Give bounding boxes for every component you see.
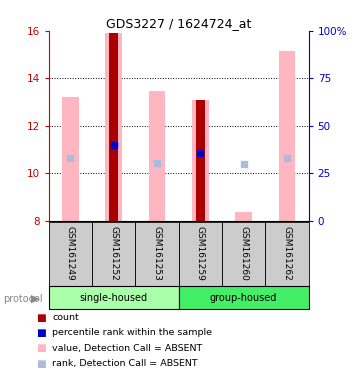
Text: ■: ■ <box>36 328 46 338</box>
Bar <box>265 222 309 286</box>
Bar <box>192 99 209 221</box>
Bar <box>49 286 179 309</box>
Bar <box>179 222 222 286</box>
Text: GSM161259: GSM161259 <box>196 227 205 281</box>
Bar <box>92 222 135 286</box>
Text: GSM161253: GSM161253 <box>153 227 161 281</box>
Text: GSM161249: GSM161249 <box>66 227 75 281</box>
Text: GSM161260: GSM161260 <box>239 227 248 281</box>
Bar <box>222 222 265 286</box>
Text: GSM161252: GSM161252 <box>109 227 118 281</box>
Text: group-housed: group-housed <box>210 293 277 303</box>
Bar <box>149 91 165 221</box>
Text: ■: ■ <box>36 313 46 323</box>
Text: percentile rank within the sample: percentile rank within the sample <box>52 328 212 338</box>
Text: ■: ■ <box>36 343 46 353</box>
Text: single-housed: single-housed <box>80 293 148 303</box>
Bar <box>49 222 92 286</box>
Text: ▶: ▶ <box>31 294 40 304</box>
Text: GSM161262: GSM161262 <box>283 227 291 281</box>
Bar <box>279 51 295 221</box>
Bar <box>135 222 179 286</box>
Bar <box>196 99 205 221</box>
Bar <box>109 33 118 221</box>
Text: rank, Detection Call = ABSENT: rank, Detection Call = ABSENT <box>52 359 198 368</box>
Text: value, Detection Call = ABSENT: value, Detection Call = ABSENT <box>52 344 203 353</box>
Bar <box>235 212 252 221</box>
Bar <box>179 286 309 309</box>
Text: protocol: protocol <box>4 294 43 304</box>
Bar <box>62 97 79 221</box>
Bar <box>105 33 122 221</box>
Title: GDS3227 / 1624724_at: GDS3227 / 1624724_at <box>106 17 251 30</box>
Text: count: count <box>52 313 79 322</box>
Text: ■: ■ <box>36 359 46 369</box>
